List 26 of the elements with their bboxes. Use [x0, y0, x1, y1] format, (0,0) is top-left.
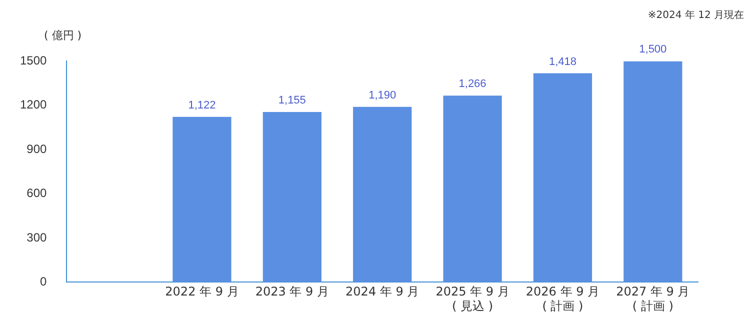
x-tick-label: 2024 年 9 月	[346, 284, 420, 299]
y-tick-label: 300	[26, 230, 48, 244]
x-tick-label: 2027 年 9 月 ( 計画 )	[616, 284, 690, 313]
bar	[624, 61, 682, 282]
bar	[353, 106, 412, 282]
x-tick-label: 2023 年 9 月	[255, 284, 329, 299]
data-label: 1,266	[458, 78, 486, 90]
x-tick-label: 2026 年 9 月 ( 計画 )	[526, 284, 600, 313]
y-tick-label: 1200	[20, 98, 48, 112]
data-label: 1,122	[188, 99, 216, 112]
x-tick-label: 2025 年 9 月 ( 見込 )	[436, 284, 510, 313]
x-tick-label: 2022 年 9 月	[165, 284, 239, 299]
bar	[443, 96, 502, 282]
y-tick-label: 0	[40, 274, 48, 289]
y-tick-label: 600	[26, 186, 48, 200]
y-axis-title: ( 億円 )	[44, 28, 82, 43]
data-label: 1,155	[278, 94, 306, 107]
data-label: 1,190	[368, 89, 396, 102]
bar	[172, 116, 232, 282]
text: ※2024 年 12 月現在	[648, 9, 744, 22]
data-label: 1,500	[639, 44, 667, 56]
bar	[533, 73, 592, 282]
y-tick-label: 1500	[20, 54, 48, 68]
data-label: 1,418	[548, 56, 576, 68]
y-tick-label: 900	[26, 142, 48, 156]
bar	[262, 112, 322, 282]
